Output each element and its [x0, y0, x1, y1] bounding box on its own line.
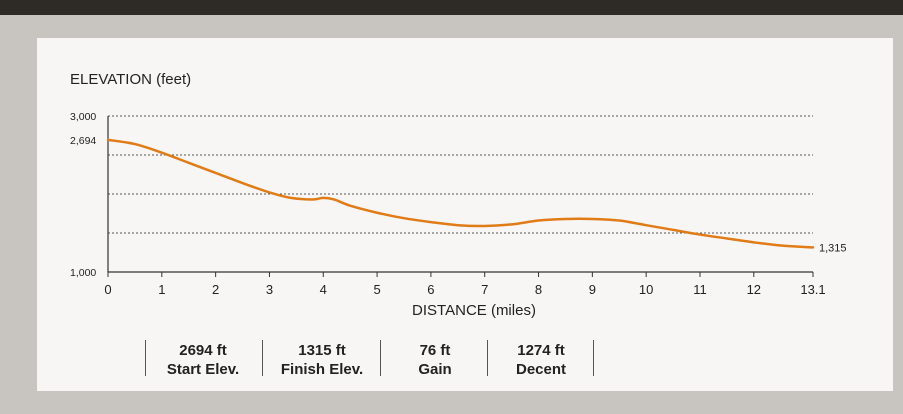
stat-divider [487, 340, 488, 376]
elevation-line [106, 138, 815, 249]
x-tick-label: 4 [320, 282, 327, 297]
y-tick-label: 2,694 [70, 135, 96, 147]
stat-gain: 76 ft Gain [377, 341, 493, 379]
x-tick-label: 9 [589, 282, 596, 297]
chart-panel [37, 38, 893, 391]
stat-start-elevation: 2694 ft Start Elev. [145, 341, 261, 379]
stat-value: 1315 ft [298, 342, 346, 359]
stat-value: 1274 ft [517, 342, 565, 359]
stat-divider [262, 340, 263, 376]
stat-label: Finish Elev. [280, 361, 364, 378]
x-tick-label: 6 [427, 282, 434, 297]
end-value-label: 1,315 [819, 242, 847, 254]
stat-label: Gain [418, 361, 452, 378]
x-tick-label: 3 [266, 282, 273, 297]
y-tick-label: 3,000 [70, 111, 96, 123]
x-tick-label: 7 [481, 282, 488, 297]
y-tick-label: 1,000 [70, 267, 96, 279]
x-tick-label: 8 [535, 282, 542, 297]
stat-label: Start Elev. [166, 361, 240, 378]
x-tick-label: 11 [693, 282, 707, 297]
stat-value: 2694 ft [179, 342, 227, 359]
chart-title: ELEVATION (feet) [70, 71, 191, 88]
x-tick-label: 1 [158, 282, 165, 297]
stat-divider [593, 340, 594, 376]
stat-divider [145, 340, 146, 376]
stat-finish-elevation: 1315 ft Finish Elev. [264, 341, 380, 379]
x-tick-label: 2 [212, 282, 219, 297]
stat-value: 76 ft [419, 342, 451, 359]
x-tick-label: 12 [747, 282, 761, 297]
stat-divider [380, 340, 381, 376]
x-tick-label: 0 [104, 282, 111, 297]
x-tick-label: 10 [639, 282, 653, 297]
stat-label: Decent [515, 361, 567, 378]
x-tick-label: 5 [373, 282, 380, 297]
x-axis-label: DISTANCE (miles) [412, 302, 536, 319]
x-tick-label: 13.1 [800, 282, 825, 297]
stat-decent: 1274 ft Decent [483, 341, 599, 379]
